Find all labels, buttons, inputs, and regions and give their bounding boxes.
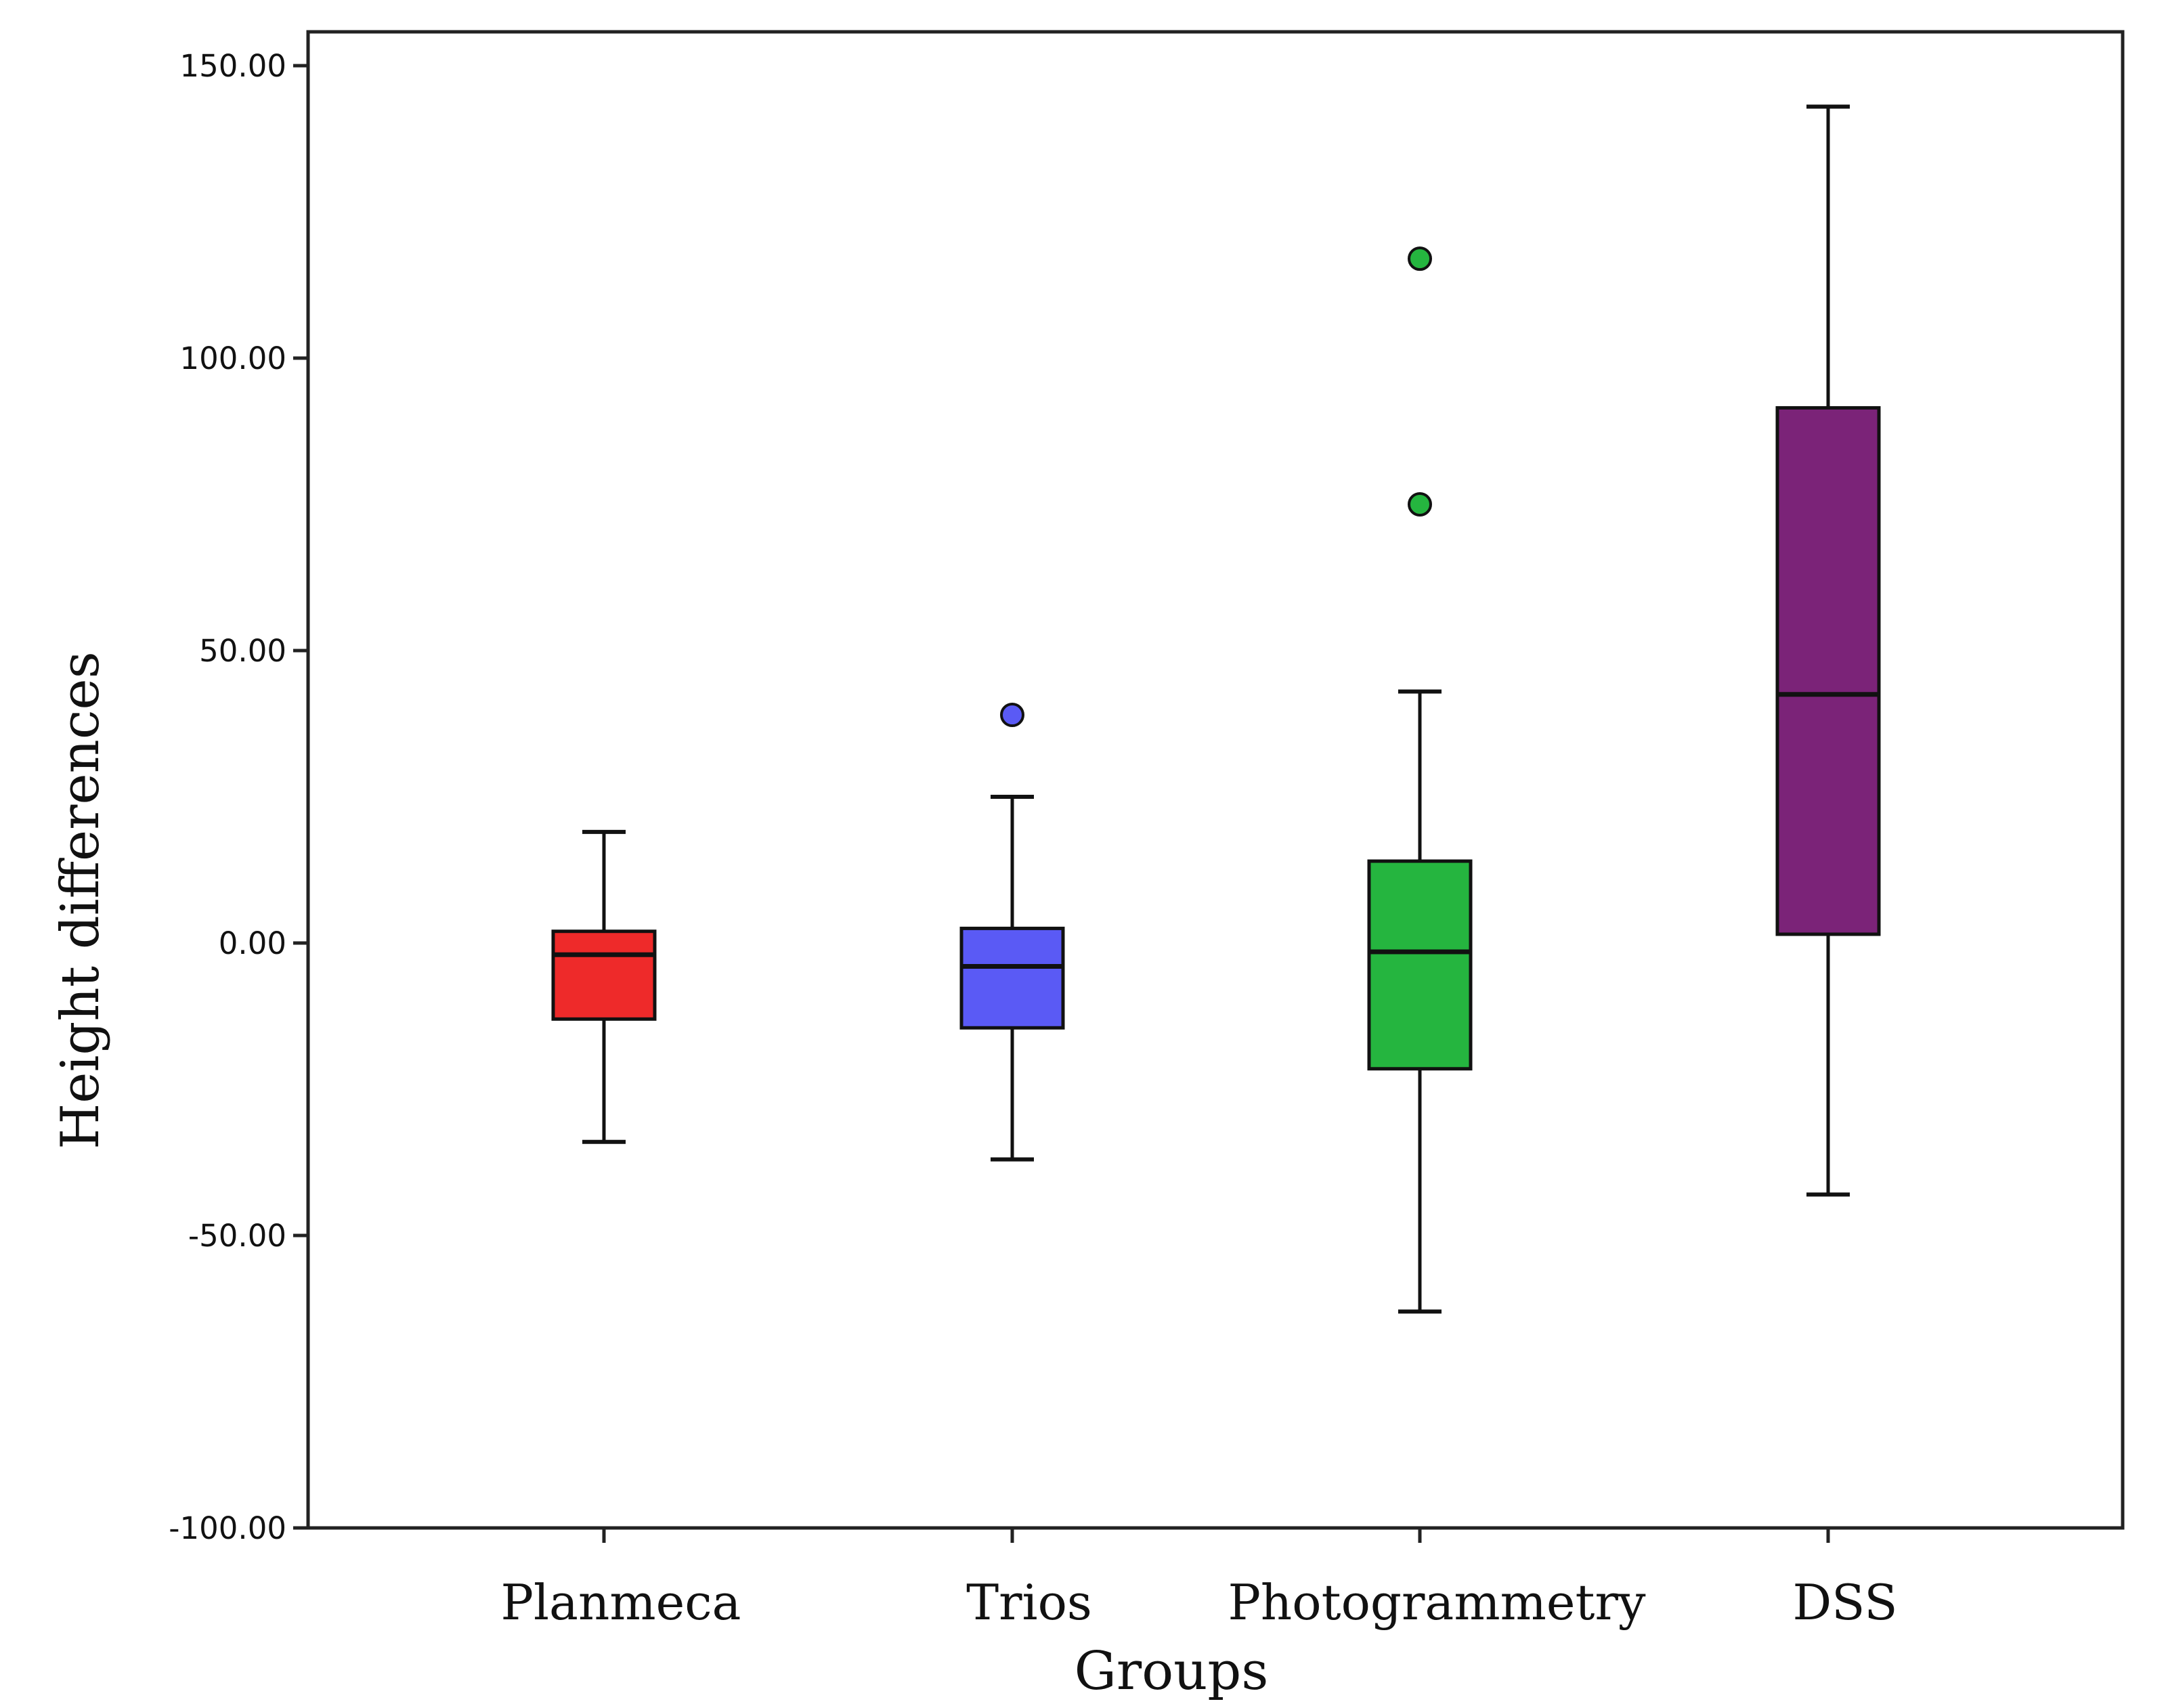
- box-photogrammetry: [1367, 246, 1473, 1314]
- plot-frame: [306, 30, 2125, 1530]
- x-axis-title: Groups: [1075, 1641, 1269, 1702]
- box-dss: [1775, 104, 1881, 1197]
- y-axis: 150.00 100.00 50.00 0.00 -50.00 -100.00: [169, 48, 308, 1546]
- y-tick-label: 50.00: [199, 633, 286, 669]
- outlier-point: [1000, 703, 1024, 728]
- outlier-point: [1408, 492, 1432, 517]
- iqr-box: [959, 926, 1065, 1030]
- y-axis-title: Height differences: [50, 651, 111, 1149]
- outlier-point: [1408, 246, 1432, 271]
- y-tick-label: 150.00: [180, 48, 286, 84]
- x-tick-label: Photogrammetry: [1228, 1574, 1645, 1631]
- box-trios: [959, 703, 1065, 1162]
- y-tick-label: 0.00: [219, 925, 286, 961]
- iqr-box: [1775, 406, 1881, 936]
- x-tick-label: Trios: [966, 1574, 1092, 1631]
- box-series: [551, 104, 1881, 1314]
- x-axis: Planmeca Trios Photogrammetry DSS: [501, 1528, 1898, 1631]
- iqr-box: [551, 929, 657, 1021]
- x-tick-label: DSS: [1792, 1574, 1897, 1631]
- box-planmeca: [551, 829, 657, 1144]
- y-tick-label: -100.00: [169, 1510, 286, 1546]
- y-tick-label: -50.00: [188, 1218, 286, 1254]
- x-tick-label: Planmeca: [501, 1574, 741, 1631]
- y-tick-label: 100.00: [180, 341, 286, 376]
- iqr-box: [1367, 859, 1473, 1071]
